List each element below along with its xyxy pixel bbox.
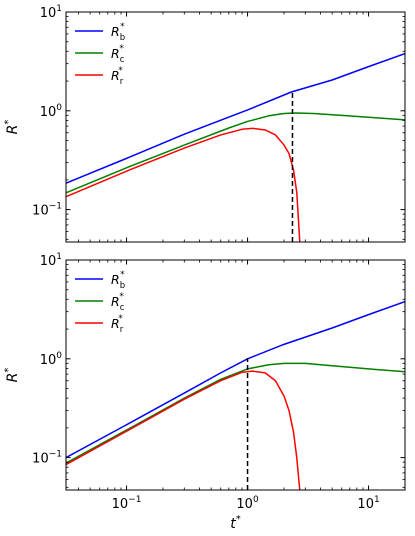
- legend: Rb*Rc*Rr*: [75, 270, 125, 335]
- legend: Rb*Rc*Rr*: [75, 22, 125, 87]
- x-tick-label: 101: [357, 495, 379, 512]
- legend-label-b: Rb*: [111, 22, 125, 43]
- series-line-r: [66, 127, 301, 242]
- x-tick-label: 100: [236, 495, 259, 512]
- legend-label-r: Rr*: [111, 314, 124, 335]
- legend-label-c: Rc*: [111, 292, 125, 313]
- y-tick-label: 100: [40, 351, 63, 368]
- y-tick-label: 10−1: [32, 450, 62, 467]
- legend-label-r: Rr*: [111, 66, 124, 87]
- x-axis-label: t*: [230, 514, 241, 532]
- y-tick-label: 10−1: [32, 202, 62, 219]
- x-tick-label: 10−1: [112, 495, 142, 512]
- y-axis-label: R*: [3, 120, 21, 135]
- y-tick-label: 100: [40, 103, 63, 120]
- panel-top: 10−1 100 101 R* Rb*Rc*Rr*: [3, 4, 406, 243]
- y-tick-label: 101: [40, 4, 62, 21]
- y-axis-label: R*: [3, 368, 21, 383]
- legend-label-b: Rb*: [111, 270, 125, 291]
- y-tick-label: 101: [40, 252, 62, 269]
- series-line-c: [66, 362, 405, 464]
- series-line-r: [66, 370, 301, 490]
- legend-label-c: Rc*: [111, 44, 125, 65]
- series-line-b: [66, 52, 405, 184]
- panel-bottom: 10−1 100 101 10−1 100 101 R* t* Rb*Rc*Rr*: [3, 252, 406, 532]
- series-line-c: [66, 112, 405, 194]
